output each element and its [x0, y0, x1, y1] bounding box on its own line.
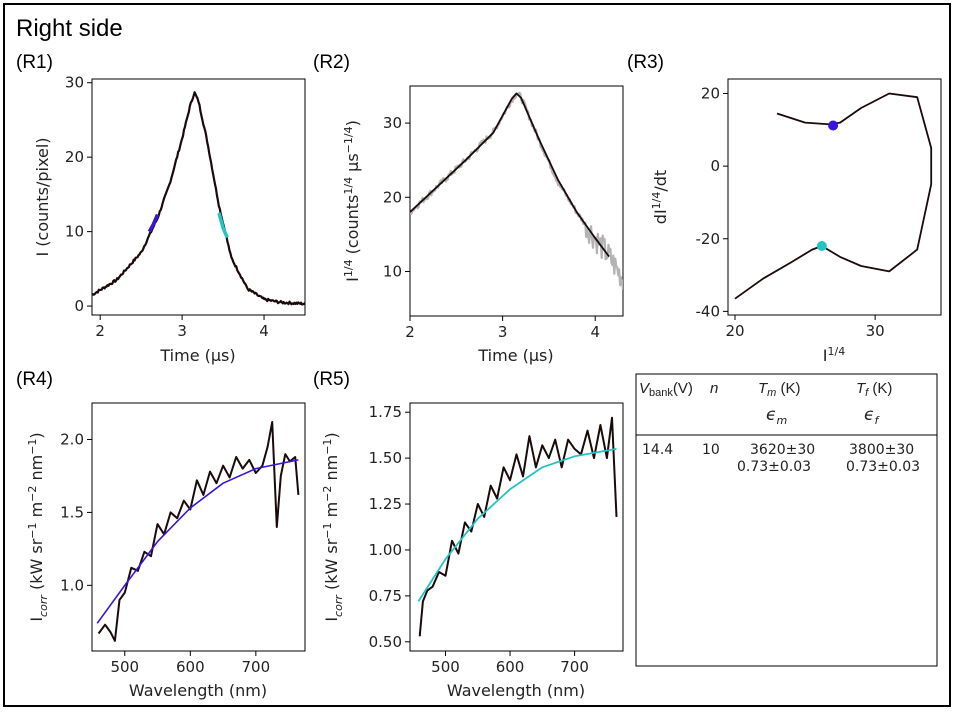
x-tick-label: 600: [496, 658, 525, 676]
figure-frame: [3, 3, 951, 707]
marker-cyan: [816, 241, 827, 252]
plot-area: [96, 421, 300, 642]
y-tick-label: 1.50: [369, 449, 402, 467]
y-tick-label: 1.5: [60, 503, 84, 521]
cell-n: 10: [702, 442, 720, 458]
panel-label-r2: (R2): [313, 52, 350, 73]
y-tick-label: 1.00: [369, 541, 402, 559]
y-tick-label: -20: [696, 230, 721, 248]
header-tm: Tm (K): [758, 380, 801, 399]
plot-frame: [91, 402, 306, 652]
results-table: Vbank(V) n Tm (K) Tf (K) ϵm ϵf 14.4 10 3…: [635, 373, 938, 667]
header-ef: ϵf: [864, 405, 880, 427]
x-tick-label: 4: [590, 323, 600, 341]
series-planck-fit: [96, 459, 299, 624]
x-tick-label: 2: [405, 323, 415, 341]
chart-r2: Time (μs) I1/4 (counts1/4 μs−1/4) 2 3 4 10 2…: [342, 85, 624, 365]
series-measured: [410, 91, 623, 290]
series-intensity: [92, 91, 305, 306]
panel-label-r5: (R5): [313, 369, 350, 390]
y-tick-label: 1.75: [369, 403, 402, 421]
x-axis-label: Time (μs): [477, 346, 553, 365]
header-n: n: [710, 380, 718, 397]
plot-area: [417, 416, 618, 637]
x-tick-label: 4: [259, 322, 269, 340]
x-tick-label: 700: [242, 658, 271, 676]
plot-frame: [727, 78, 942, 316]
plot-frame: [409, 402, 624, 652]
plot-area: [734, 92, 933, 300]
series-fit-region-blue: [147, 213, 160, 233]
x-tick-label: 3: [498, 323, 508, 341]
cell-em: 0.73±0.03: [737, 459, 811, 475]
y-axis-label: I (counts/pixel): [33, 137, 52, 256]
y-tick-label: -40: [696, 302, 721, 320]
y-axis-label: I1/4 (counts1/4 μs−1/4): [342, 120, 362, 282]
cell-ef: 0.73±0.03: [846, 459, 920, 475]
y-tick-label: 10: [65, 223, 84, 241]
x-tick-label: 600: [176, 658, 205, 676]
plot-frame: [91, 78, 306, 316]
y-tick-label: 0: [74, 297, 84, 315]
marker-blue: [828, 120, 839, 131]
y-tick-label: 1.25: [369, 495, 402, 513]
y-tick-label: 0.50: [369, 633, 402, 651]
header-vbank: Vbank(V): [639, 380, 693, 399]
x-tick-label: 3: [177, 322, 187, 340]
cell-tm: 3620±30: [750, 442, 815, 458]
y-tick-label: 20: [65, 148, 84, 166]
chart-r4: Wavelength (nm) Icorr (kW sr−1 m−2 nm−1)…: [26, 402, 306, 700]
plot-area: [92, 91, 305, 306]
y-axis-label: Icorr (kW sr−1 m−2 nm−1): [26, 432, 50, 621]
x-tick-label: 500: [110, 658, 139, 676]
y-tick-label: 30: [65, 74, 84, 92]
x-axis-label: I1/4: [823, 345, 845, 365]
x-axis-label: Time (μs): [159, 346, 235, 365]
y-tick-label: 20: [701, 85, 720, 103]
series-spectrum: [418, 416, 618, 637]
plot-area: [410, 91, 623, 290]
chart-r1: Time (μs) I (counts/pixel) 2 3 4 0 10 20 30: [33, 74, 306, 365]
table-row: 14.4 10 3620±30 0.73±0.03 3800±30 0.73±0…: [642, 442, 920, 475]
x-tick-label: 20: [725, 322, 744, 340]
y-axis-label: Icorr (kW sr−1 m−2 nm−1): [321, 432, 345, 621]
y-axis-label: dI1/4/dt: [650, 170, 670, 224]
y-tick-label: 10: [383, 262, 402, 280]
figure-title: Right side: [16, 15, 123, 42]
series-fit-region-cyan: [217, 212, 229, 239]
table-border: [635, 373, 938, 667]
y-tick-label: 0: [710, 157, 720, 175]
x-tick-label: 700: [560, 658, 589, 676]
x-tick-label: 500: [431, 658, 460, 676]
plot-frame: [409, 85, 624, 317]
y-tick-label: 30: [383, 114, 402, 132]
chart-r3: I1/4 dI1/4/dt 20 30 -40 -20 0 20: [650, 78, 942, 365]
header-em: ϵm: [766, 405, 787, 427]
y-tick-label: 0.75: [369, 587, 402, 605]
header-tf: Tf (K): [856, 380, 892, 399]
y-tick-label: 1.0: [60, 576, 84, 594]
y-tick-label: 20: [383, 188, 402, 206]
series-planck-fit: [417, 448, 617, 602]
cell-tf: 3800±30: [849, 442, 914, 458]
panel-label-r3: (R3): [627, 52, 664, 73]
chart-r5: Wavelength (nm) Icorr (kW sr−1 m−2 nm−1)…: [321, 402, 624, 700]
x-axis-label: Wavelength (nm): [129, 681, 267, 700]
x-axis-label: Wavelength (nm): [447, 681, 585, 700]
y-tick-label: 2.0: [60, 430, 84, 448]
cell-vbank: 14.4: [642, 442, 673, 458]
x-tick-label: 30: [866, 322, 885, 340]
x-tick-label: 2: [95, 322, 105, 340]
series-spectrum: [97, 421, 300, 642]
panel-label-r4: (R4): [16, 369, 53, 390]
panel-label-r1: (R1): [16, 52, 53, 73]
series-trajectory: [734, 92, 933, 300]
series-smoothed: [410, 92, 610, 258]
